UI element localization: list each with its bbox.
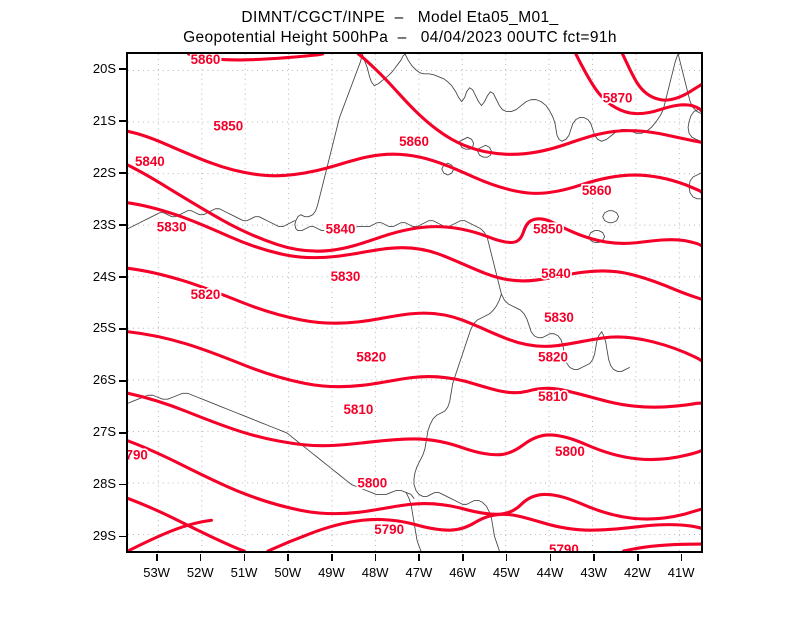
gridlines (128, 54, 701, 551)
y-axis-tick (119, 224, 126, 226)
y-axis-tick-label: 25S (92, 320, 116, 336)
title-line-1: DIMNT/CGCT/INPE – Model Eta05_M01_ (241, 9, 559, 26)
contour-label: 5830 (157, 220, 187, 235)
contour-5790-bottom (622, 542, 701, 551)
x-axis-tick-label: 50W (274, 565, 302, 580)
contour-label: 5840 (135, 154, 165, 169)
y-axis-tick (119, 68, 126, 70)
contour-5800-a (128, 439, 701, 521)
contour-label: 5860 (191, 54, 221, 67)
x-axis-tick (418, 554, 420, 561)
x-axis-tick (156, 554, 158, 561)
y-axis-tick (119, 483, 126, 486)
x-axis-tick-label: 45W (492, 565, 520, 580)
x-axis-tick-label: 52W (186, 565, 214, 580)
contour-label: 5810 (538, 389, 568, 404)
y-axis-tick-label: 21S (92, 112, 116, 128)
contour-5850 (128, 129, 701, 195)
contour-label: 5790 (374, 522, 404, 537)
contour-label: 5790 (128, 448, 148, 463)
y-axis-tick (119, 431, 126, 434)
x-axis-tick-label: 41W (667, 565, 695, 580)
x-axis-tick-label: 49W (318, 565, 345, 580)
x-axis-tick (636, 554, 639, 561)
plot-inner: 5860 5870 5850 5860 5840 5860 5830 5840 5850 5830… (128, 54, 701, 551)
contour-label: 5810 (344, 402, 374, 417)
y-axis-tick (119, 276, 126, 278)
x-axis-tick-label: 47W (405, 565, 433, 580)
x-axis-tick (374, 554, 377, 561)
contour-5860-top (187, 54, 325, 62)
contour-5870-partial (621, 54, 701, 102)
x-axis-tick-label: 44W (536, 565, 564, 580)
y-axis-tick-label: 20S (92, 60, 116, 76)
y-axis-tick-label: 22S (92, 164, 116, 180)
chart-title-block: DIMNT/CGCT/INPE – Model Eta05_M01_ Geopo… (0, 8, 800, 48)
x-axis-tick (199, 554, 202, 561)
y-axis-tick-label: 23S (92, 216, 116, 232)
x-axis-tick-label: 43W (580, 565, 608, 580)
y-axis-tick (119, 379, 126, 382)
contour-5870-b (574, 54, 701, 116)
x-axis-tick (593, 554, 595, 561)
x-axis-tick (680, 554, 683, 561)
y-axis-tick (119, 120, 126, 122)
x-axis-tick (505, 554, 508, 561)
y-axis-tick-label: 29S (92, 528, 116, 544)
contour-5860-a (356, 54, 701, 156)
contour-label: 5860 (582, 183, 612, 198)
contour-label: 5870 (603, 91, 633, 106)
y-axis-tick (119, 327, 126, 330)
contour-label: 5820 (191, 287, 221, 302)
x-axis-tick-label: 46W (449, 565, 476, 580)
contour-label: 5850 (213, 118, 243, 133)
contour-labels: 5860 5870 5850 5860 5840 5860 5830 5840 5850 5830… (128, 54, 634, 551)
contour-label: 5800 (357, 476, 387, 491)
x-axis-tick-label: 51W (230, 565, 258, 580)
contour-5820-a (128, 330, 701, 409)
contour-5860-c (128, 163, 701, 253)
contour-label: 5830 (331, 269, 361, 284)
y-axis-tick-label: 24S (92, 268, 116, 284)
title-line-2: Geopotential Height 500hPa – 04/04/2023 … (183, 29, 617, 46)
x-axis-tick-label: 42W (624, 565, 651, 580)
contour-5790-left (128, 496, 246, 551)
contour-5790-a (266, 512, 701, 551)
contour-5840-a (128, 201, 701, 301)
y-axis-tick-label: 27S (92, 424, 116, 440)
contour-label: 5820 (538, 350, 568, 365)
x-axis-tick (330, 554, 333, 561)
contour-label: 5800 (555, 444, 585, 459)
contour-5810-a (128, 391, 701, 462)
coastline-layer (128, 54, 701, 551)
y-axis-tick (119, 535, 126, 538)
contour-label: 5820 (356, 350, 386, 365)
contour-label: 5830 (544, 310, 574, 325)
x-axis-tick-label: 53W (143, 565, 170, 580)
y-axis-tick-label: 28S (92, 476, 116, 492)
contour-plot-frame: 5860 5870 5850 5860 5840 5860 5830 5840 5850 5830… (126, 52, 703, 553)
contour-label: 5790 (549, 542, 579, 551)
y-axis-tick (119, 172, 126, 174)
x-axis-tick (462, 554, 464, 561)
contour-5780-corner (128, 518, 213, 551)
x-axis-tick (549, 554, 552, 561)
contour-label: 5860 (399, 134, 429, 149)
contour-lines (128, 54, 701, 551)
y-axis-tick-label: 26S (92, 372, 116, 388)
contour-5830-a (128, 266, 701, 363)
contour-label: 5840 (326, 222, 356, 237)
x-axis-tick (287, 554, 289, 561)
x-axis-tick (243, 554, 246, 561)
contour-label: 5840 (541, 266, 571, 281)
contour-label: 5850 (533, 222, 563, 237)
x-axis-tick-label: 48W (361, 565, 389, 580)
